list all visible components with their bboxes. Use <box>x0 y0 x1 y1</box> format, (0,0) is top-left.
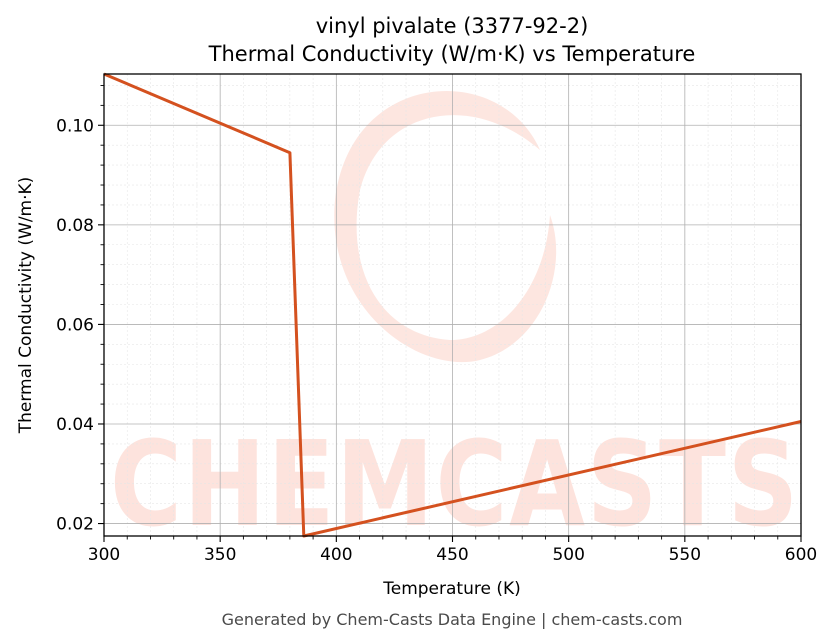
y-axis-label: Thermal Conductivity (W/m·K) <box>16 177 36 435</box>
x-tick-label: 300 <box>88 545 120 565</box>
x-tick-label: 450 <box>436 545 468 565</box>
x-axis-label: Temperature (K) <box>382 579 521 599</box>
thermal-conductivity-line <box>103 72 802 538</box>
x-tick-label: 600 <box>785 545 817 565</box>
series-group <box>103 72 802 538</box>
y-tick-label: 0.06 <box>56 315 94 335</box>
watermark-swirl <box>334 90 557 363</box>
x-tick-label: 550 <box>669 545 701 565</box>
chart-title-line2: Thermal Conductivity (W/m·K) vs Temperat… <box>208 42 696 66</box>
x-tick-label: 500 <box>552 545 584 565</box>
x-tick-label: 350 <box>204 545 236 565</box>
y-tick-label: 0.02 <box>56 515 94 535</box>
chart-title-line1: vinyl pivalate (3377-92-2) <box>316 14 589 38</box>
x-tick-labels: 300 350 400 450 500 550 600 <box>88 545 817 565</box>
y-tick-labels: 0.02 0.04 0.06 0.08 0.10 <box>56 116 94 534</box>
axis-ticks <box>98 85 802 542</box>
y-tick-label: 0.08 <box>56 216 94 236</box>
x-tick-label: 400 <box>320 545 352 565</box>
y-tick-label: 0.04 <box>56 415 94 435</box>
footer-credit: Generated by Chem-Casts Data Engine | ch… <box>222 610 683 629</box>
y-tick-label: 0.10 <box>56 116 94 136</box>
